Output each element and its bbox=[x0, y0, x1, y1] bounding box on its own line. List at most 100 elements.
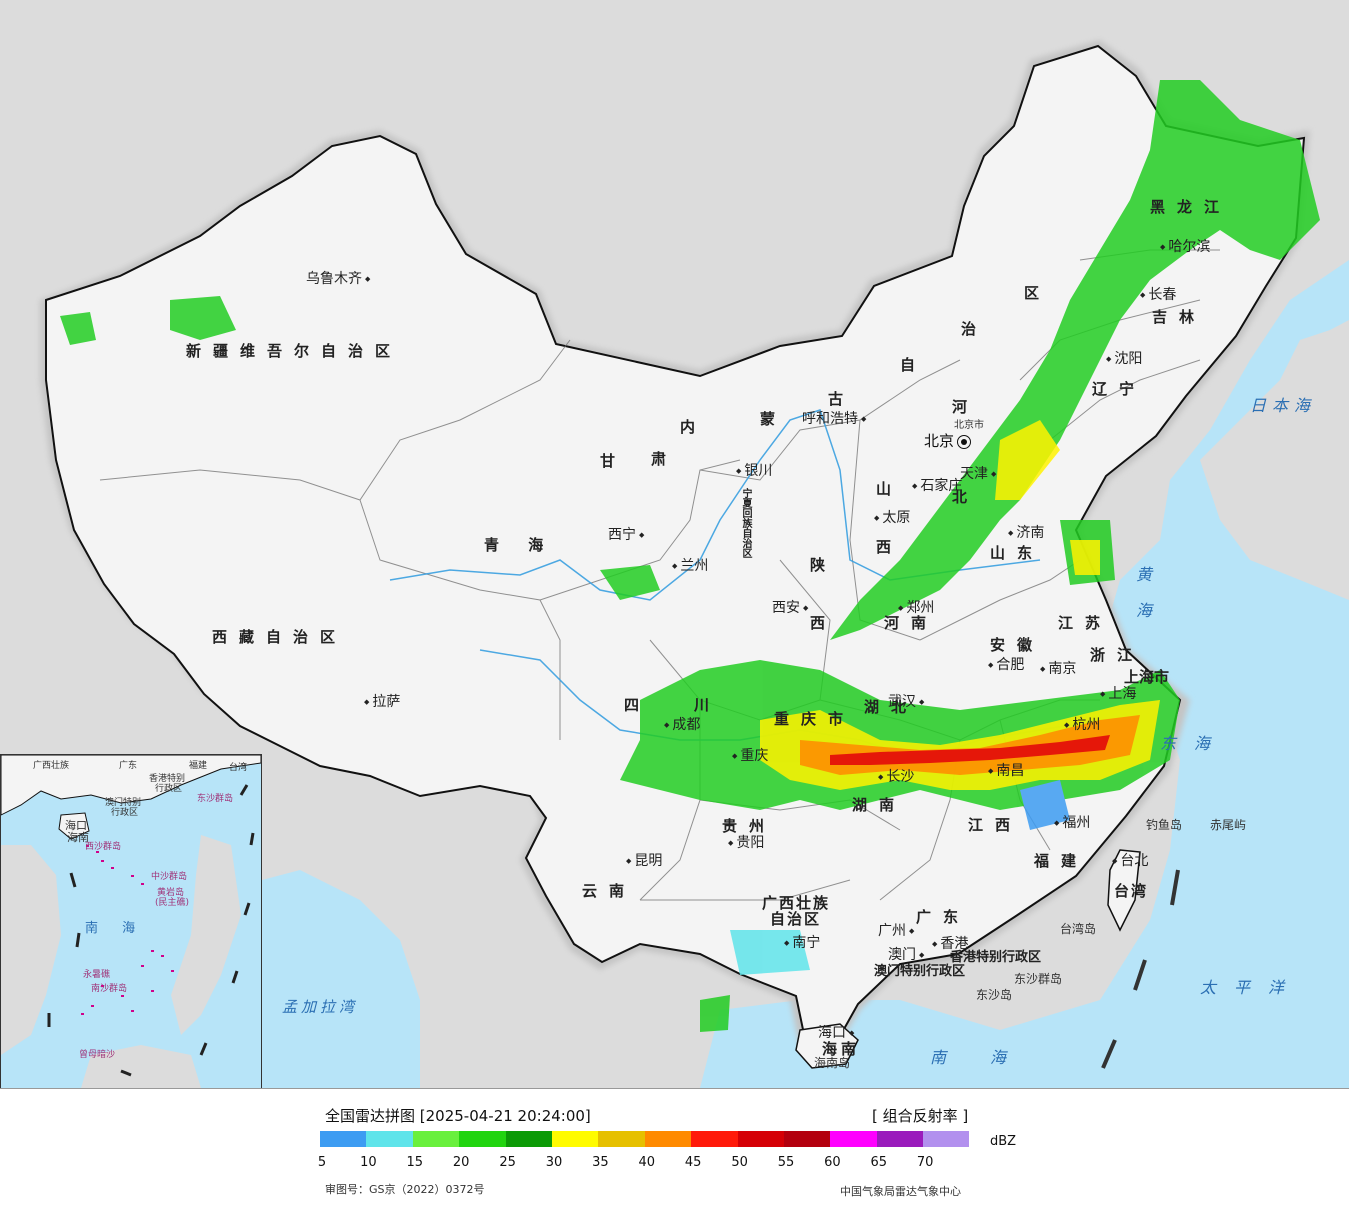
sea-label-japan: 日本海 bbox=[1250, 396, 1317, 415]
inset-label-hainan: 海南 bbox=[67, 831, 89, 844]
scale-tick-label: 20 bbox=[452, 1155, 470, 1170]
scale-segment bbox=[366, 1131, 413, 1147]
city-yinchuan[interactable]: 银川 bbox=[736, 460, 772, 480]
province-label-neimenggu-2: 蒙 bbox=[760, 410, 788, 428]
province-label-qinghai: 青 海 bbox=[484, 536, 556, 554]
city-changchun[interactable]: 长春 bbox=[1140, 284, 1176, 304]
province-label-jiangsu: 江苏 bbox=[1058, 614, 1113, 632]
scale-segment bbox=[830, 1131, 877, 1147]
inset-philippines bbox=[171, 835, 241, 1035]
city-chongqing[interactable]: 重庆 bbox=[732, 745, 768, 765]
city-shijiazhuang[interactable]: 石家庄 bbox=[912, 475, 962, 495]
city-urumqi[interactable]: 乌鲁木齐 bbox=[306, 268, 370, 288]
scale-segment bbox=[505, 1131, 552, 1147]
china-radar-map[interactable]: 新疆维吾尔自治区 西藏自治区 青 海 甘 肃 内 蒙 古 自 治 区 黑龙江 吉… bbox=[0, 0, 1349, 1089]
sea-label-yellow: 黄海 bbox=[1133, 566, 1152, 638]
legend-unit: dBZ bbox=[990, 1134, 1017, 1149]
province-label-taiwan: 台湾 bbox=[1114, 882, 1149, 900]
legend-title: 全国雷达拼图 [2025-04-21 20:24:00] bbox=[325, 1107, 591, 1125]
province-label-neimenggu-4: 自 bbox=[900, 356, 928, 374]
city-nanning[interactable]: 南宁 bbox=[784, 932, 820, 952]
capital-star-icon bbox=[957, 434, 972, 449]
scale-tick-label: 25 bbox=[499, 1155, 516, 1170]
province-label-guizhou: 贵州 bbox=[722, 817, 777, 835]
city-harbin[interactable]: 哈尔滨 bbox=[1160, 236, 1210, 256]
province-label-shaanxi-2: 西 bbox=[810, 614, 838, 632]
inset-label-yongshu: 永暑礁 bbox=[83, 970, 111, 980]
sea-label-pacific: 太平洋 bbox=[1200, 978, 1303, 997]
province-label-sichuan-1: 四 bbox=[624, 696, 652, 714]
inset-label-hk: 香港特别 bbox=[149, 774, 186, 784]
city-fuzhou[interactable]: 福州 bbox=[1054, 812, 1090, 832]
city-hongkong[interactable]: 香港 bbox=[932, 933, 968, 953]
inset-nine-dash bbox=[47, 784, 255, 1077]
scale-segment bbox=[876, 1131, 924, 1147]
city-shanghai[interactable]: 上海 bbox=[1100, 683, 1136, 703]
city-nanchang[interactable]: 南昌 bbox=[988, 760, 1024, 780]
inset-label-taiwan: 台湾 bbox=[229, 763, 248, 773]
legend-product: [ 组合反射率 ] bbox=[872, 1107, 969, 1125]
scale-tick-label: 15 bbox=[406, 1155, 424, 1170]
city-macau[interactable]: 澳门 bbox=[888, 944, 924, 964]
city-hefei[interactable]: 合肥 bbox=[988, 654, 1024, 674]
city-tianjin[interactable]: 天津 bbox=[960, 463, 996, 483]
city-lanzhou[interactable]: 兰州 bbox=[672, 555, 708, 575]
province-label-jilin: 吉林 bbox=[1152, 308, 1207, 326]
scale-tick-label: 5 bbox=[317, 1155, 327, 1170]
legend-footer: 全国雷达拼图 [2025-04-21 20:24:00] [ 组合反射率 ] 5… bbox=[0, 1089, 1349, 1208]
beijing-municipality-label: 北京市 bbox=[954, 420, 984, 431]
city-kunming[interactable]: 昆明 bbox=[626, 850, 662, 870]
province-label-ningxia: 宁夏回族自治区 bbox=[740, 488, 751, 558]
province-label-henan: 河南 bbox=[884, 614, 939, 632]
city-shenyang[interactable]: 沈阳 bbox=[1106, 348, 1142, 368]
island-taiwan: 台湾岛 bbox=[1060, 922, 1097, 936]
inset-label-huangyan-2: (民主礁) bbox=[155, 898, 190, 908]
province-label-neimenggu-1: 内 bbox=[680, 418, 708, 436]
province-label-guangxi-2: 自治区 bbox=[770, 910, 822, 928]
city-haikou[interactable]: 海口 bbox=[818, 1022, 854, 1042]
city-taibei[interactable]: 台北 bbox=[1112, 850, 1148, 870]
island-dongsha: 东沙岛 bbox=[976, 988, 1013, 1002]
scale-segment bbox=[923, 1131, 970, 1147]
province-label-hunan: 湖南 bbox=[852, 796, 907, 814]
south-china-sea-inset[interactable]: 广西壮族 广东 福建 台湾 香港特别 行政区 澳门特别 行政区 海口 海南 东沙… bbox=[0, 754, 262, 1088]
scale-segment bbox=[737, 1131, 784, 1147]
city-nanjing[interactable]: 南京 bbox=[1040, 658, 1076, 678]
inset-label-nanhai: 南 海 bbox=[85, 921, 146, 936]
scale-tick-label: 40 bbox=[638, 1155, 656, 1170]
inset-vietnam bbox=[1, 845, 61, 1055]
city-jinan[interactable]: 济南 bbox=[1008, 522, 1044, 542]
sea-label-east: 东海 bbox=[1160, 734, 1229, 753]
city-changsha[interactable]: 长沙 bbox=[878, 766, 914, 786]
inset-mainland bbox=[1, 755, 261, 816]
city-zhengzhou[interactable]: 郑州 bbox=[898, 597, 934, 617]
city-lhasa[interactable]: 拉萨 bbox=[364, 691, 400, 711]
scale-tick-label: 30 bbox=[545, 1155, 563, 1170]
scale-tick-label: 50 bbox=[731, 1155, 748, 1170]
province-label-gansu-2: 肃 bbox=[651, 450, 679, 468]
capital-beijing-label: 北京 bbox=[924, 432, 955, 450]
city-guangzhou[interactable]: 广州 bbox=[878, 920, 914, 940]
province-label-xizang: 西藏自治区 bbox=[212, 628, 348, 646]
nine-dash-line bbox=[1101, 869, 1180, 1069]
city-xian[interactable]: 西安 bbox=[772, 597, 808, 617]
sar-macau: 澳门特别行政区 bbox=[874, 964, 966, 979]
province-label-xinjiang: 新疆维吾尔自治区 bbox=[186, 342, 403, 360]
province-label-hebei-1: 河 bbox=[952, 398, 980, 416]
city-taiyuan[interactable]: 太原 bbox=[874, 507, 910, 527]
province-label-neimenggu-5: 治 bbox=[961, 320, 989, 338]
inset-label-mo: 澳门特别 bbox=[105, 798, 142, 808]
color-scale-bar bbox=[320, 1131, 970, 1147]
capital-beijing[interactable]: 北京 bbox=[924, 430, 972, 451]
city-chengdu[interactable]: 成都 bbox=[664, 714, 700, 734]
city-wuhan[interactable]: 武汉 bbox=[888, 691, 924, 711]
province-label-shaanxi-1: 陕 bbox=[810, 556, 838, 574]
city-guiyang[interactable]: 贵阳 bbox=[728, 832, 764, 852]
province-label-guangxi: 广西壮族 bbox=[762, 894, 831, 912]
inset-borneo bbox=[81, 1045, 201, 1088]
city-hohhot[interactable]: 呼和浩特 bbox=[802, 408, 866, 428]
city-xining[interactable]: 西宁 bbox=[608, 524, 644, 544]
province-label-guangdong: 广东 bbox=[916, 908, 971, 926]
city-hangzhou[interactable]: 杭州 bbox=[1064, 714, 1100, 734]
